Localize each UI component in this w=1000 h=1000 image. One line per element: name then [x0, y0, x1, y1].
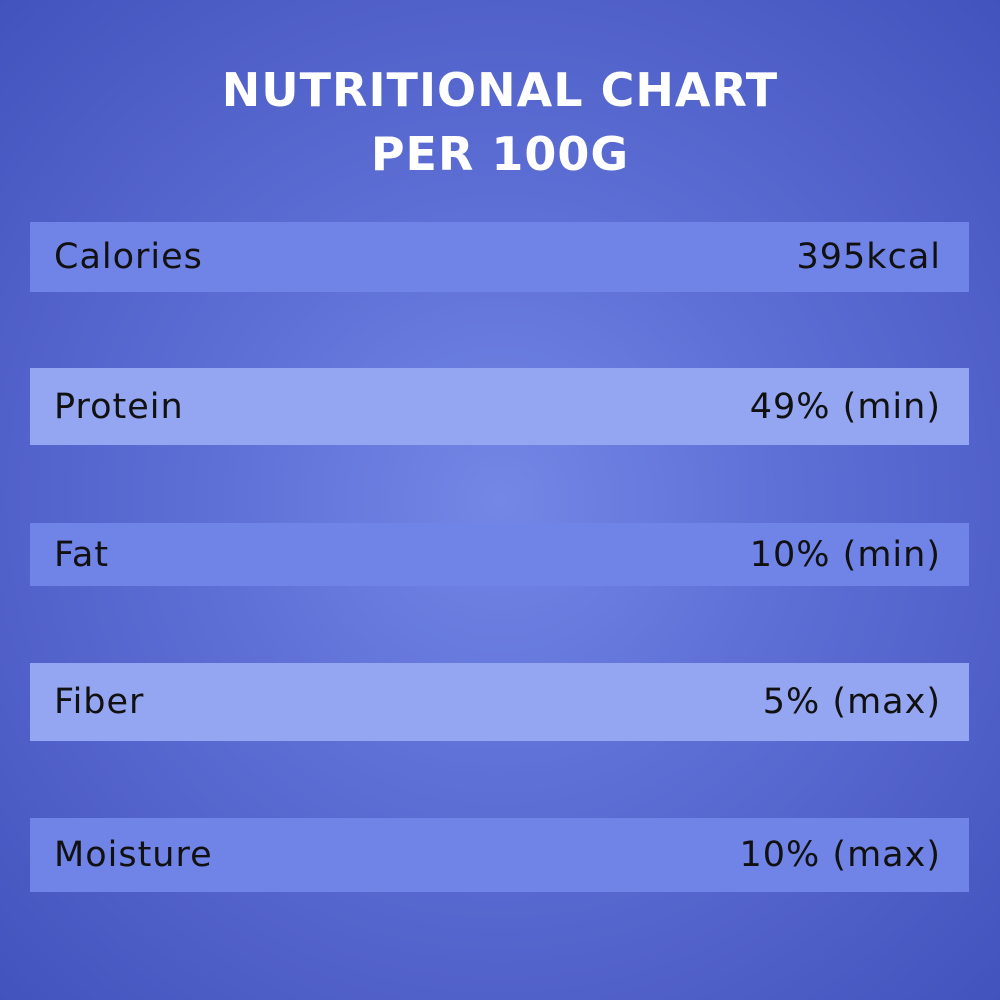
nutrient-label: Calories [54, 237, 203, 277]
nutrient-value: 5% (max) [762, 682, 941, 722]
nutrient-label: Moisture [54, 835, 213, 875]
table-row: Moisture 10% (max) [30, 818, 969, 892]
nutrient-value: 395kcal [796, 237, 941, 277]
title: NUTRITIONAL CHART PER 100G [0, 58, 1000, 186]
nutrient-value: 10% (min) [749, 534, 941, 575]
nutrient-label: Fiber [54, 682, 145, 722]
table-row: Calories 395kcal [30, 222, 969, 292]
title-line: NUTRITIONAL CHART [221, 63, 779, 117]
nutrient-value: 49% (min) [749, 386, 941, 427]
nutrient-label: Fat [54, 534, 110, 575]
nutrient-value: 10% (max) [739, 835, 941, 875]
title-line: PER 100G [370, 127, 630, 181]
table-row: Fat 10% (min) [30, 523, 969, 586]
nutrient-label: Protein [54, 386, 184, 427]
table-row: Fiber 5% (max) [30, 663, 969, 741]
table-row: Protein 49% (min) [30, 368, 969, 445]
